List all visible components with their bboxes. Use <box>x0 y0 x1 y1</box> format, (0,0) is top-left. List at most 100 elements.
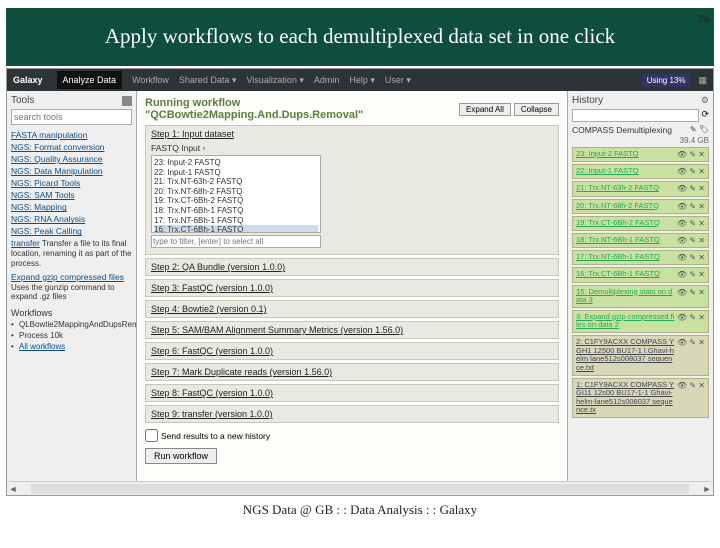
dataset-label: 15: Demultiplexing stats on data 3 <box>576 288 675 305</box>
refresh-icon[interactable]: ⟳ <box>701 109 709 122</box>
tool-cat-0[interactable]: FASTA manipulation <box>11 130 132 141</box>
dataset-actions[interactable]: 👁 ✎ ✕ <box>677 236 705 245</box>
ds-opt-7[interactable]: 16: Trx.CT-6Bh-1 FASTQ <box>154 225 318 233</box>
nav-analyze[interactable]: Analyze Data <box>57 71 123 89</box>
dataset-label: 21: Trx.NT-63h-2 FASTQ <box>576 184 675 193</box>
nav-shared[interactable]: Shared Data ▾ <box>179 75 237 86</box>
history-dataset[interactable]: 3: Expand gzip compressed files on data … <box>572 310 709 333</box>
nav-logo[interactable]: Galaxy <box>13 75 43 85</box>
history-dataset[interactable]: 17: Trx.NT-6Bh-1 FASTQ👁 ✎ ✕ <box>572 250 709 265</box>
tools-panel: Tools FASTA manipulation NGS: Format con… <box>7 91 137 481</box>
ds-opt-2[interactable]: 21: Trx.NT-63h-2 FASTQ <box>154 177 318 187</box>
dataset-label: 3: Expand gzip compressed files on data … <box>576 313 675 330</box>
ds-opt-5[interactable]: 18: Trx.NT-6Bh-1 FASTQ <box>154 206 318 216</box>
step-5-title: Step 5: SAM/BAM Alignment Summary Metric… <box>151 325 403 335</box>
horizontal-scrollbar[interactable]: ◄ ► <box>7 481 713 495</box>
history-dataset[interactable]: 15: Demultiplexing stats on data 3👁 ✎ ✕ <box>572 285 709 308</box>
tool-cat-2[interactable]: NGS: Quality Assurance <box>11 154 132 165</box>
dataset-actions[interactable]: 👁 ✎ ✕ <box>677 167 705 176</box>
history-dataset[interactable]: 19: Trx.CT-6Bh-2 FASTQ👁 ✎ ✕ <box>572 216 709 231</box>
step-4[interactable]: Step 4: Bowtie2 (version 0.1) <box>145 300 559 318</box>
nav-visualization[interactable]: Visualization ▾ <box>246 75 303 86</box>
step-1[interactable]: Step 1: Input dataset FASTQ Input ▫ 23: … <box>145 125 559 255</box>
step-2[interactable]: Step 2: QA Bundle (version 1.0.0) <box>145 258 559 276</box>
dataset-label: 2: C1FY9ACXX COMPASS YGH1 12500 BU17-1 l… <box>576 338 675 373</box>
history-dataset[interactable]: 18: Trx.NT-6Bh-1 FASTQ👁 ✎ ✕ <box>572 233 709 248</box>
step-6[interactable]: Step 6: FastQC (version 1.0.0) <box>145 342 559 360</box>
step-7-title: Step 7: Mark Duplicate reads (version 1.… <box>151 367 332 377</box>
history-tag-icon[interactable]: ✎ 🏷 <box>690 125 709 135</box>
step-1-title: Step 1: Input dataset <box>151 129 553 139</box>
dataset-actions[interactable]: 👁 ✎ ✕ <box>677 253 705 262</box>
ds-opt-1[interactable]: 22: Input-1 FASTQ <box>154 168 318 178</box>
usage-badge: Using 13% <box>642 74 691 87</box>
nav-help[interactable]: Help ▾ <box>349 75 375 86</box>
step-3[interactable]: Step 3: FastQC (version 1.0.0) <box>145 279 559 297</box>
dataset-label: 22: Input-1 FASTQ <box>576 167 675 176</box>
step-4-title: Step 4: Bowtie2 (version 0.1) <box>151 304 267 314</box>
tools-title: Tools <box>11 95 34 106</box>
dataset-actions[interactable]: 👁 ✎ ✕ <box>677 338 705 347</box>
nav-admin[interactable]: Admin <box>314 75 340 85</box>
tool-cat-1[interactable]: NGS: Format conversion <box>11 142 132 153</box>
wf-item-0[interactable]: QLBowtie2MappingAndDupsRemoval <box>11 320 132 329</box>
dataset-actions[interactable]: 👁 ✎ ✕ <box>677 202 705 211</box>
nav-workflow[interactable]: Workflow <box>132 75 169 85</box>
ds-opt-6[interactable]: 17: Trx.NT-6Bh-1 FASTQ <box>154 216 318 226</box>
dataset-actions[interactable]: 👁 ✎ ✕ <box>677 288 705 297</box>
history-dataset[interactable]: 2: C1FY9ACXX COMPASS YGH1 12500 BU17-1 l… <box>572 335 709 376</box>
step-3-title: Step 3: FastQC (version 1.0.0) <box>151 283 273 293</box>
dataset-actions[interactable]: 👁 ✎ ✕ <box>677 313 705 322</box>
dataset-actions[interactable]: 👁 ✎ ✕ <box>677 270 705 279</box>
history-name: COMPASS Demultiplexing <box>572 125 672 135</box>
filter-input[interactable] <box>151 235 321 248</box>
dataset-actions[interactable]: 👁 ✎ ✕ <box>677 219 705 228</box>
dataset-actions[interactable]: 👁 ✎ ✕ <box>677 184 705 193</box>
tool-cat-3[interactable]: NGS: Data Manipulation <box>11 166 132 177</box>
history-options-icon[interactable]: ⚙ <box>701 95 709 106</box>
history-dataset[interactable]: 1: C1FY9ACXX COMPASS YGI11 12s00 BU17-1-… <box>572 378 709 419</box>
ds-opt-4[interactable]: 19: Trx.CT-6Bh-2 FASTQ <box>154 196 318 206</box>
nav-menu-icon[interactable]: ▦ <box>698 75 707 86</box>
collapse-button[interactable]: Collapse <box>514 103 559 116</box>
dataset-label: 18: Trx.NT-6Bh-1 FASTQ <box>576 236 675 245</box>
ds-opt-0[interactable]: 23: Input-2 FASTQ <box>154 158 318 168</box>
run-workflow-button[interactable]: Run workflow <box>145 448 217 464</box>
expand-all-button[interactable]: Expand All <box>459 103 511 116</box>
tool-cat-7[interactable]: NGS: RNA Analysis <box>11 214 132 225</box>
tool-cat-8[interactable]: NGS: Peak Calling <box>11 226 132 237</box>
wf-all[interactable]: All workflows <box>19 342 65 351</box>
wf-item-1[interactable]: Process 10k <box>11 331 132 340</box>
step-5[interactable]: Step 5: SAM/BAM Alignment Summary Metric… <box>145 321 559 339</box>
tool-cat-5[interactable]: NGS: SAM Tools <box>11 190 132 201</box>
tool-search-input[interactable] <box>11 109 132 125</box>
history-title: History <box>572 95 603 106</box>
scroll-right-icon[interactable]: ► <box>701 484 713 494</box>
scroll-left-icon[interactable]: ◄ <box>7 484 19 494</box>
tool-cat-6[interactable]: NGS: Mapping <box>11 202 132 213</box>
tool-transfer[interactable]: transfer <box>11 238 40 248</box>
tools-options-icon[interactable] <box>122 96 132 106</box>
tool-cat-4[interactable]: NGS: Picard Tools <box>11 178 132 189</box>
dataset-label: 23: Input-2 FASTQ <box>576 150 675 159</box>
history-dataset[interactable]: 16: Trx.CT-6Bh-1 FASTQ👁 ✎ ✕ <box>572 267 709 282</box>
history-search-input[interactable] <box>572 109 699 122</box>
step-7[interactable]: Step 7: Mark Duplicate reads (version 1.… <box>145 363 559 381</box>
history-dataset[interactable]: 21: Trx.NT-63h-2 FASTQ👁 ✎ ✕ <box>572 181 709 196</box>
slide-number: 76 <box>698 12 710 27</box>
dataset-actions[interactable]: 👁 ✎ ✕ <box>677 150 705 159</box>
dataset-actions[interactable]: 👁 ✎ ✕ <box>677 381 705 390</box>
ds-opt-3[interactable]: 20: Trx.NT-68h-2 FASTQ <box>154 187 318 197</box>
main-panel: Running workflow "QCBowtie2Mapping.And.D… <box>137 91 567 481</box>
history-dataset[interactable]: 23: Input-2 FASTQ👁 ✎ ✕ <box>572 147 709 162</box>
history-dataset[interactable]: 20: Trx.NT-68h-2 FASTQ👁 ✎ ✕ <box>572 199 709 214</box>
step-8[interactable]: Step 8: FastQC (version 1.0.0) <box>145 384 559 402</box>
step-9-title: Step 9: transfer (version 1.0.0) <box>151 409 273 419</box>
dataset-listbox[interactable]: 23: Input-2 FASTQ 22: Input-1 FASTQ 21: … <box>151 155 321 233</box>
history-dataset[interactable]: 22: Input-1 FASTQ👁 ✎ ✕ <box>572 164 709 179</box>
new-history-checkbox[interactable] <box>145 429 158 442</box>
step-9[interactable]: Step 9: transfer (version 1.0.0) <box>145 405 559 423</box>
nav-user[interactable]: User ▾ <box>385 75 411 86</box>
tool-expand[interactable]: Expand gzip compressed files <box>11 272 124 282</box>
step-6-title: Step 6: FastQC (version 1.0.0) <box>151 346 273 356</box>
